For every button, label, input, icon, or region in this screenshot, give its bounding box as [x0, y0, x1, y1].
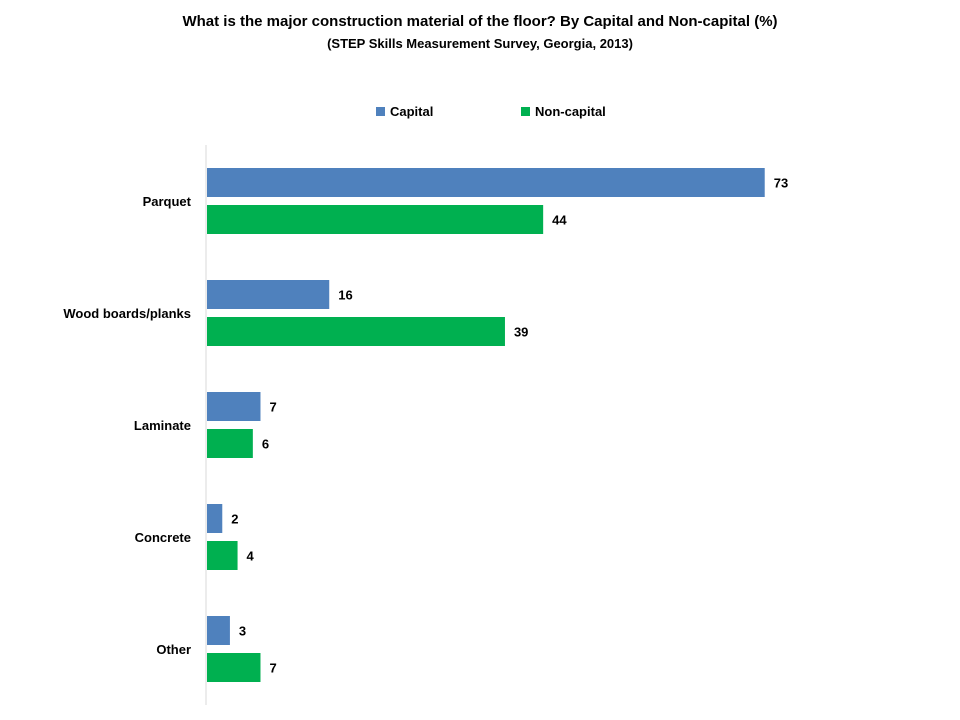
bar-non-capital-wood-boards-planks — [207, 317, 505, 346]
bar-capital-parquet — [207, 168, 765, 197]
bar-non-capital-parquet — [207, 205, 544, 234]
legend-swatch-capital — [376, 107, 385, 116]
data-label-capital-other: 3 — [239, 624, 246, 639]
bar-non-capital-concrete — [207, 541, 238, 570]
chart-title: What is the major construction material … — [182, 13, 778, 30]
bar-capital-wood-boards-planks — [207, 280, 330, 309]
data-label-non-capital-parquet: 44 — [552, 213, 567, 228]
legend-swatch-non-capital — [521, 107, 530, 116]
bar-non-capital-laminate — [207, 429, 253, 458]
chart-legend: Capital Non-capital — [0, 104, 960, 122]
data-label-capital-laminate: 7 — [269, 400, 276, 415]
legend-label-capital: Capital — [390, 104, 434, 119]
chart-subtitle: (STEP Skills Measurement Survey, Georgia… — [327, 36, 633, 51]
data-label-non-capital-concrete: 4 — [247, 549, 255, 564]
data-label-non-capital-other: 7 — [269, 661, 276, 676]
data-label-non-capital-laminate: 6 — [262, 437, 269, 452]
data-label-capital-parquet: 73 — [774, 176, 788, 191]
bar-capital-concrete — [207, 504, 223, 533]
data-label-non-capital-wood-boards-planks: 39 — [514, 325, 528, 340]
legend-item-capital: Capital — [376, 104, 433, 119]
legend-item-non-capital: Non-capital — [521, 104, 606, 119]
category-label-parquet: Parquet — [143, 194, 192, 209]
bar-capital-laminate — [207, 392, 261, 421]
bar-non-capital-other — [207, 653, 261, 682]
legend-label-non-capital: Non-capital — [535, 104, 606, 119]
category-label-other: Other — [156, 642, 191, 657]
data-label-capital-wood-boards-planks: 16 — [338, 288, 352, 303]
category-label-wood-boards-planks: Wood boards/planks — [63, 306, 191, 321]
category-label-concrete: Concrete — [135, 530, 191, 545]
category-label-laminate: Laminate — [134, 418, 191, 433]
data-label-capital-concrete: 2 — [231, 512, 238, 527]
bar-capital-other — [207, 616, 230, 645]
